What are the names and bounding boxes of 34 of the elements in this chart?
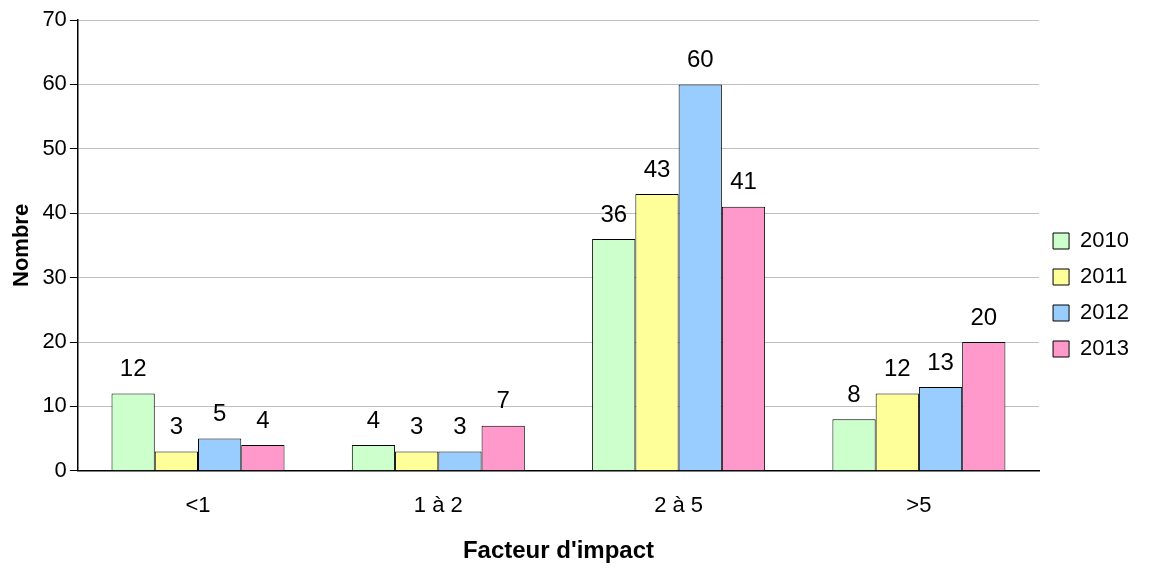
legend-label: 2011 [1080,263,1128,289]
data-label: 20 [970,302,998,330]
data-label: 60 [686,45,714,73]
x-axis-title: Facteur d'impact [462,536,655,564]
data-label: 7 [496,386,510,414]
y-axis-title: Nombre [8,203,34,287]
x-tick-label: 2 à 5 [654,492,704,518]
y-tick-label: 0 [54,456,67,482]
data-label: 3 [453,412,467,440]
y-tick-label: 70 [42,6,67,32]
legend-label: 2010 [1080,227,1130,253]
data-label: 4 [256,405,270,433]
y-tick-label: 40 [42,199,67,225]
legend-label: 2012 [1080,299,1130,325]
data-label: 43 [643,154,671,182]
data-label: 13 [927,347,954,375]
y-tick-label: 20 [42,328,67,354]
y-tick-label: 50 [42,134,67,160]
legend-label: 2013 [1080,335,1130,361]
x-tick-label: 1 à 2 [413,492,463,518]
y-tick-label: 30 [42,263,67,289]
data-label: 12 [883,354,911,382]
data-label: 8 [847,379,861,407]
data-label: 41 [730,167,757,195]
data-label: 3 [169,412,184,440]
data-label: 3 [410,412,424,440]
y-tick-label: 10 [42,392,67,418]
data-label: 4 [366,405,381,433]
data-label: 12 [119,354,147,382]
data-label: 36 [600,199,628,227]
data-label: 5 [212,399,227,427]
y-tick-label: 60 [42,70,67,96]
x-tick-label: <1 [185,492,211,518]
x-tick-label: >5 [906,492,932,518]
